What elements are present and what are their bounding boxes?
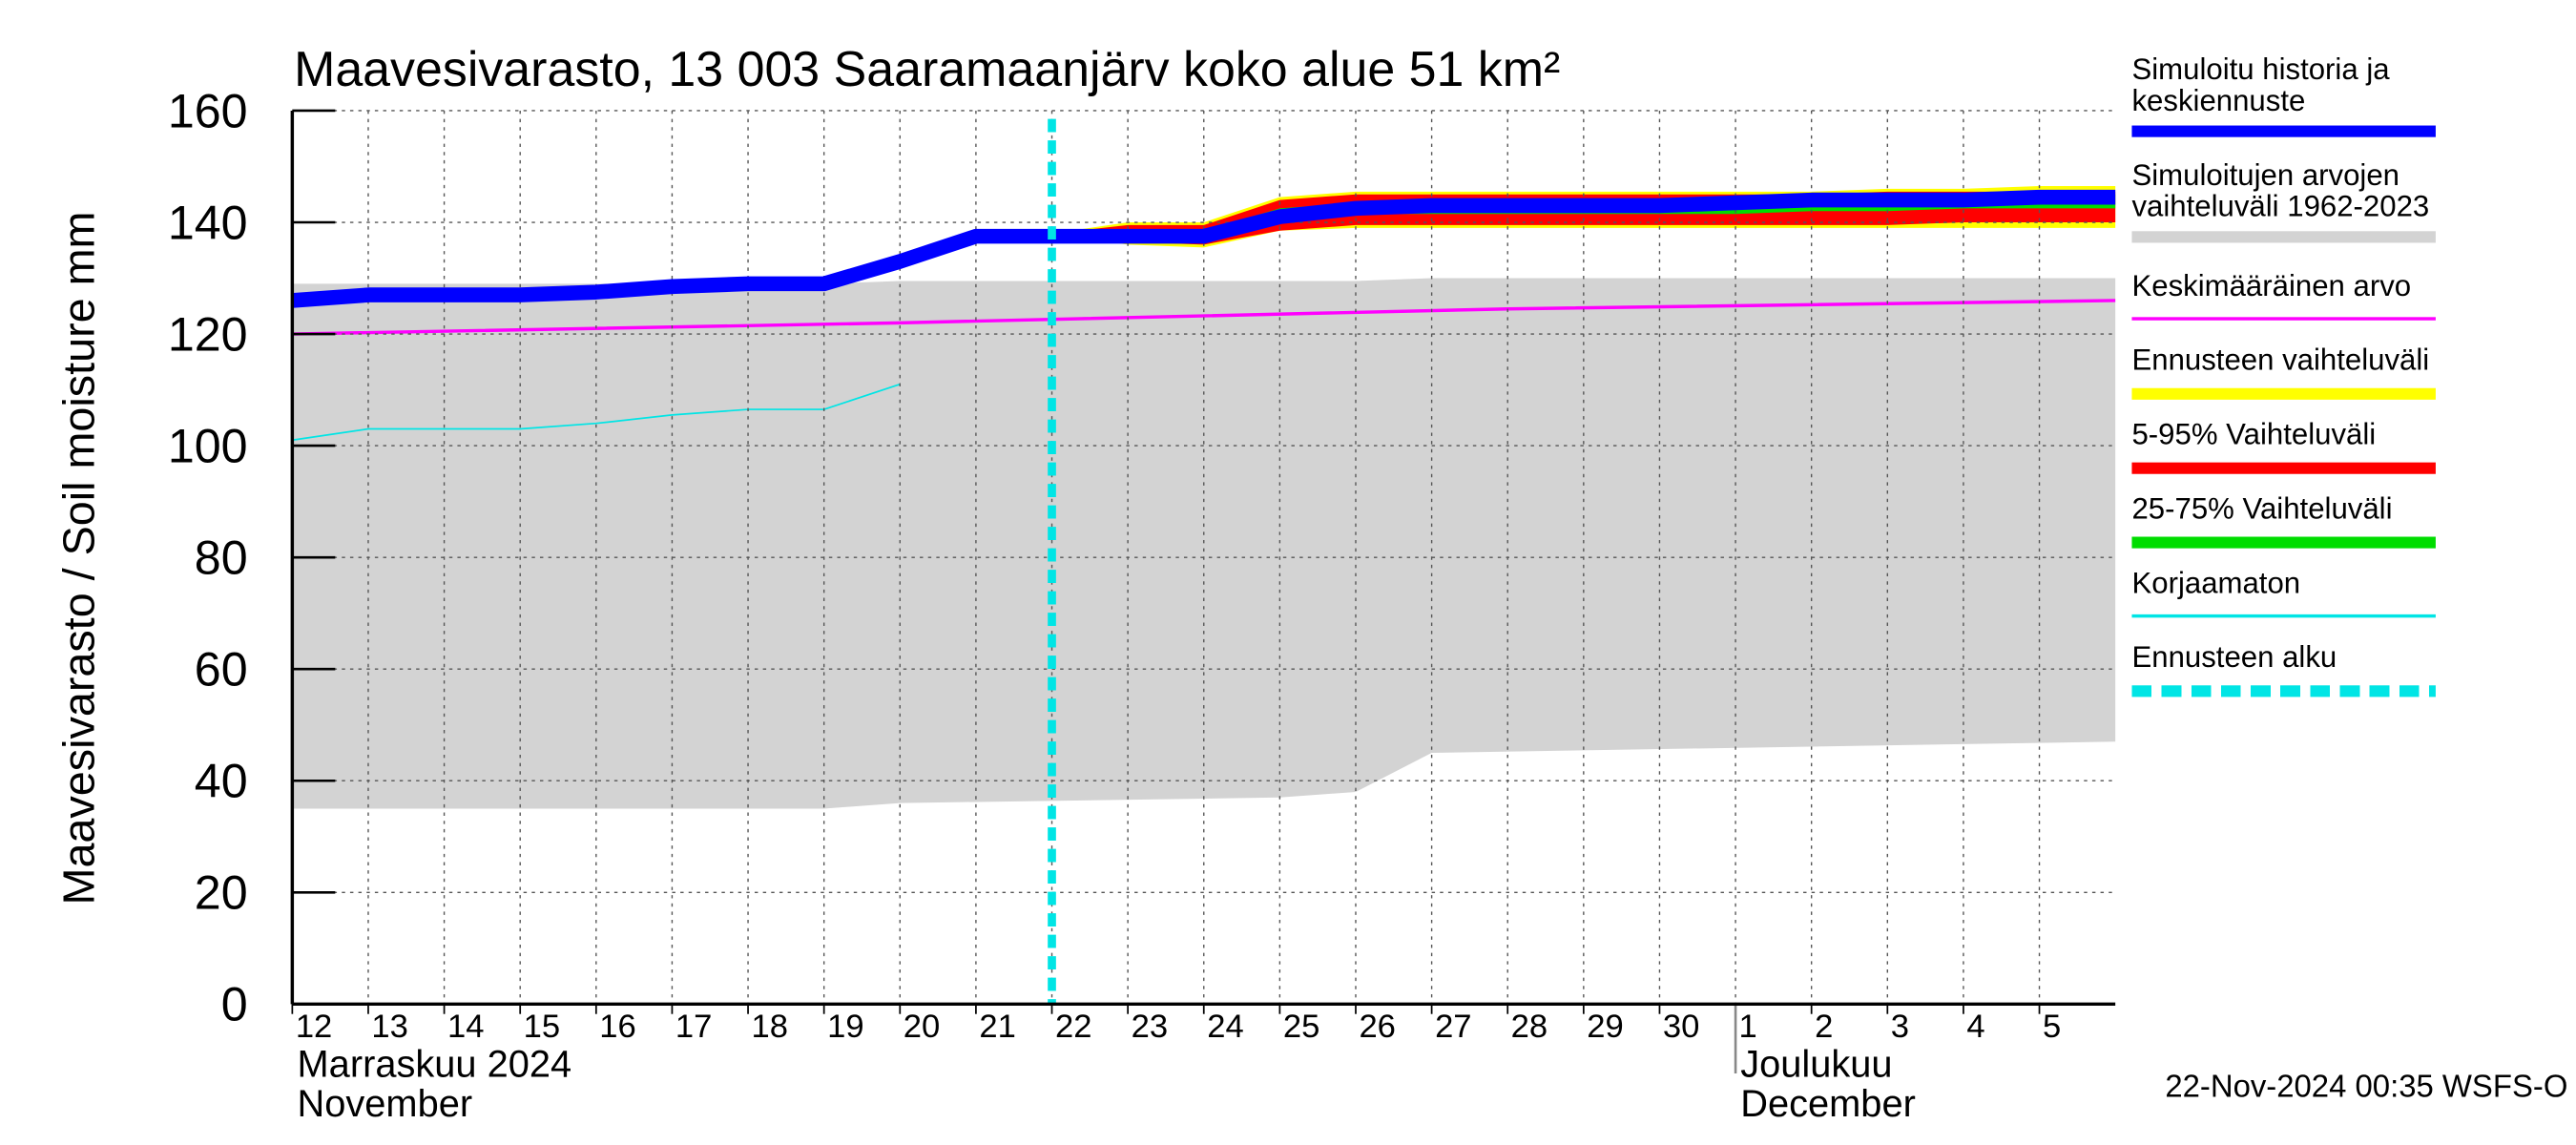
x-tick-label: 29 bbox=[1587, 1009, 1624, 1045]
x-tick-label: 21 bbox=[979, 1009, 1016, 1045]
x-tick-label: 3 bbox=[1891, 1009, 1909, 1045]
legend-swatch bbox=[2131, 461, 2436, 473]
timestamp: 22-Nov-2024 00:35 WSFS-O bbox=[2165, 1068, 2567, 1103]
y-tick-label: 40 bbox=[195, 755, 248, 808]
legend-label: Simuloitu historia ja keskiennuste bbox=[2131, 52, 2390, 117]
legend-swatch bbox=[2131, 535, 2436, 548]
x-tick-label: 12 bbox=[296, 1009, 333, 1045]
month-label-en: December bbox=[1740, 1083, 1916, 1125]
x-tick-label: 15 bbox=[524, 1009, 561, 1045]
series-line bbox=[292, 383, 901, 442]
grid-layer bbox=[292, 110, 2116, 1006]
x-tick-label: 14 bbox=[447, 1009, 485, 1045]
legend-label: Keskimääräinen arvo bbox=[2131, 269, 2412, 302]
legend-swatch bbox=[2131, 317, 2436, 321]
legend-swatch bbox=[2131, 124, 2436, 136]
y-tick-label: 100 bbox=[168, 419, 248, 472]
top-layer: 12 13 14 15 16 17 18 19 20 21 22 23 24 25 26 27 28 29 30 1 2… bbox=[290, 109, 2116, 1125]
x-tick-label: 24 bbox=[1207, 1009, 1243, 1045]
x-tick-label: 4 bbox=[1966, 1009, 1984, 1045]
legend-label: Ennusteen vaihteluväli bbox=[2131, 344, 2430, 377]
legend-swatch bbox=[2131, 230, 2436, 242]
month-label: Joulukuu bbox=[1740, 1043, 1892, 1085]
legend-swatch bbox=[2131, 684, 2436, 697]
y-tick-label: 120 bbox=[168, 307, 248, 361]
x-tick-label: 16 bbox=[599, 1009, 636, 1045]
legend-label: 25-75% Vaihteluväli bbox=[2131, 491, 2393, 526]
x-tick-label: 23 bbox=[1132, 1009, 1169, 1045]
y-tick-label: 0 bbox=[221, 978, 248, 1031]
x-tick-label: 26 bbox=[1359, 1009, 1395, 1045]
y-tick-label: 160 bbox=[168, 84, 248, 137]
x-tick-label: 18 bbox=[752, 1009, 789, 1045]
range-band bbox=[292, 278, 2116, 809]
y-tick-label: 80 bbox=[195, 531, 248, 584]
y-tick-label: 140 bbox=[168, 196, 248, 249]
x-tick-label: 20 bbox=[904, 1009, 940, 1045]
legend-label: Korjaamaton bbox=[2131, 566, 2301, 600]
y-tick-label: 60 bbox=[195, 642, 248, 696]
month-label-en: November bbox=[298, 1083, 473, 1125]
x-tick-label: 25 bbox=[1283, 1009, 1319, 1045]
month-label: Marraskuu 2024 bbox=[298, 1043, 572, 1085]
x-tick-label: 19 bbox=[827, 1009, 863, 1045]
x-tick-label: 13 bbox=[371, 1009, 408, 1045]
x-tick-label: 5 bbox=[2043, 1009, 2061, 1045]
x-tick-label: 28 bbox=[1511, 1009, 1548, 1045]
series-line bbox=[291, 189, 2116, 308]
x-tick-label: 2 bbox=[1815, 1009, 1833, 1045]
x-tick-label: 30 bbox=[1663, 1009, 1699, 1045]
y-tick-label: 20 bbox=[195, 866, 248, 920]
x-tick-label: 17 bbox=[675, 1009, 713, 1045]
y-axis-label: Maavesivarasto / Soil moisture mm bbox=[54, 212, 104, 906]
x-tick-label: 22 bbox=[1055, 1009, 1092, 1045]
chart-title: Maavesivarasto, 13 003 Saaramaanjärv kok… bbox=[294, 42, 1560, 97]
legend-label: Simuloitujen arvojen vaihteluväli 1962-2… bbox=[2131, 158, 2430, 223]
legend-label: 5-95% Vaihteluväli bbox=[2131, 417, 2377, 451]
legend-swatch bbox=[2131, 386, 2436, 399]
x-tick-label: 1 bbox=[1739, 1009, 1757, 1045]
x-tick-label: 27 bbox=[1435, 1009, 1472, 1045]
legend-swatch bbox=[2131, 614, 2436, 617]
legend-label: Ennusteen alku bbox=[2131, 640, 2337, 675]
